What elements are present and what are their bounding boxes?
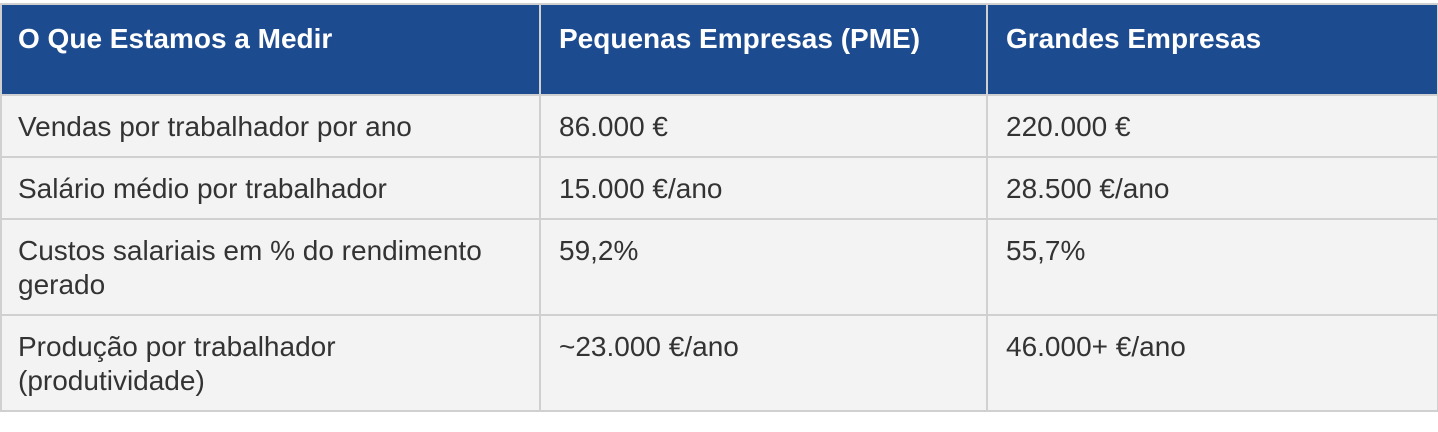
comparison-table-container: O Que Estamos a Medir Pequenas Empresas …	[0, 3, 1438, 412]
comparison-table: O Que Estamos a Medir Pequenas Empresas …	[0, 3, 1438, 412]
header-row: O Que Estamos a Medir Pequenas Empresas …	[0, 3, 1438, 96]
small-companies-cell: 15.000 €/ano	[539, 156, 988, 220]
header-large-companies: Grandes Empresas	[986, 3, 1438, 96]
table-body: Vendas por trabalhador por ano 86.000 € …	[0, 94, 1438, 412]
table-header: O Que Estamos a Medir Pequenas Empresas …	[0, 3, 1438, 96]
metric-cell: Salário médio por trabalhador	[0, 156, 541, 220]
metric-cell: Vendas por trabalhador por ano	[0, 94, 541, 158]
large-companies-cell: 55,7%	[986, 218, 1438, 316]
large-companies-cell: 46.000+ €/ano	[986, 314, 1438, 412]
metric-cell: Produção por trabalhador (produtividade)	[0, 314, 541, 412]
header-metric: O Que Estamos a Medir	[0, 3, 541, 96]
small-companies-cell: 86.000 €	[539, 94, 988, 158]
large-companies-cell: 28.500 €/ano	[986, 156, 1438, 220]
metric-cell: Custos salariais em % do rendimento gera…	[0, 218, 541, 316]
header-small-companies: Pequenas Empresas (PME)	[539, 3, 988, 96]
table-row: Custos salariais em % do rendimento gera…	[0, 218, 1438, 316]
small-companies-cell: 59,2%	[539, 218, 988, 316]
large-companies-cell: 220.000 €	[986, 94, 1438, 158]
table-row: Produção por trabalhador (produtividade)…	[0, 314, 1438, 412]
table-row: Vendas por trabalhador por ano 86.000 € …	[0, 94, 1438, 158]
table-row: Salário médio por trabalhador 15.000 €/a…	[0, 156, 1438, 220]
small-companies-cell: ~23.000 €/ano	[539, 314, 988, 412]
